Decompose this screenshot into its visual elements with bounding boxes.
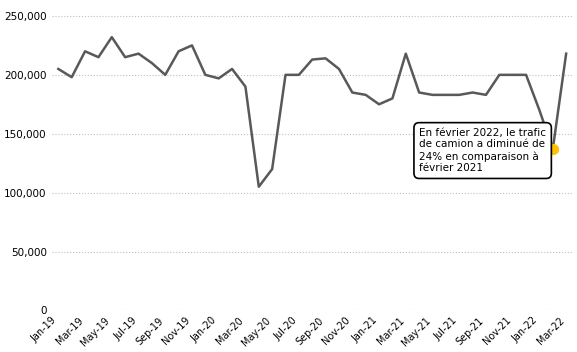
Text: En février 2022, le trafic
de camion a diminué de
24% en comparaison à
février 2: En février 2022, le trafic de camion a d… xyxy=(419,128,546,173)
